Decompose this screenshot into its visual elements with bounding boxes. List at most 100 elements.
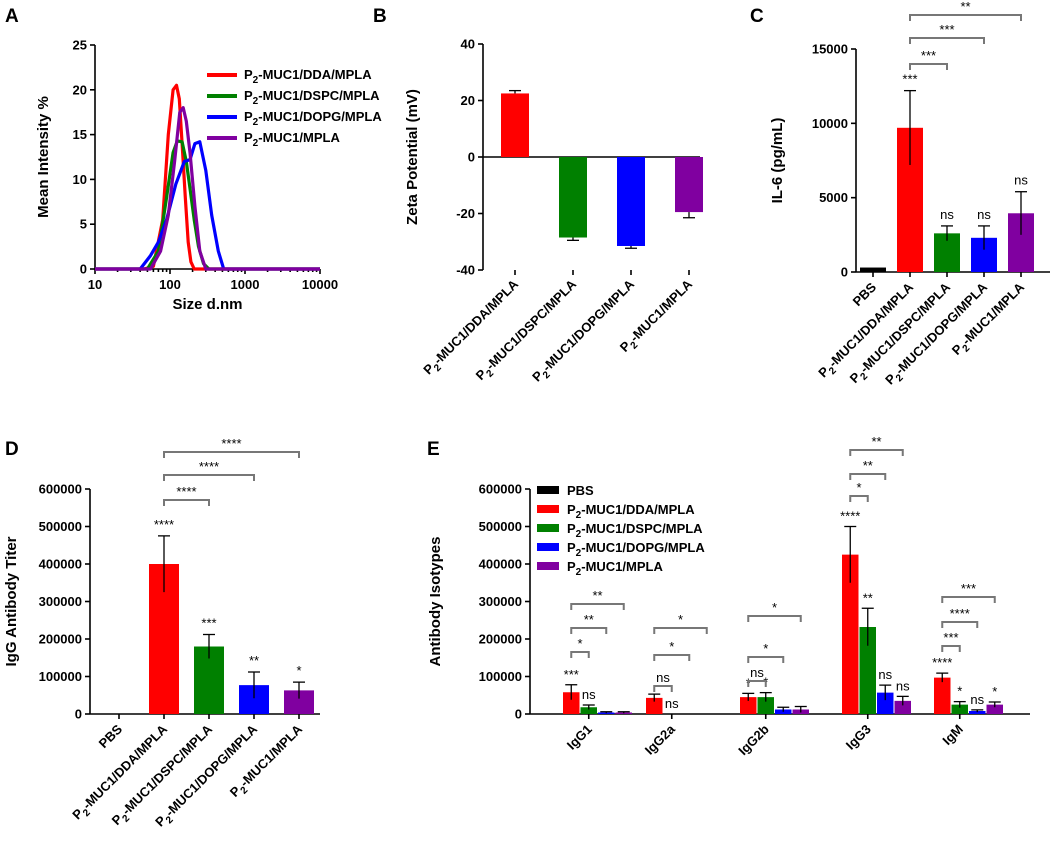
panel-d-bar: [284, 690, 314, 714]
panel-e-y-tick-label: 100000: [479, 669, 522, 684]
panel-e-legend-label: P2-MUC1/DDA/MPLA: [567, 502, 695, 521]
panel-e-significance: **: [863, 590, 873, 605]
panel-e-bracket-label: *: [856, 480, 861, 495]
panel-d: D 0 100000 200000 300000 400000 500000 600000 Ig…: [3, 436, 320, 830]
panel-e-bracket-label: ***: [943, 630, 958, 645]
panel-c-bracket: [909, 14, 1022, 21]
panel-d-bracket: [163, 499, 210, 506]
panel-a-series-line: [95, 140, 320, 271]
panel-c-significance: ns: [977, 207, 991, 222]
panel-a-y-tick-label: 15: [73, 127, 87, 142]
panel-e-significance: ns: [878, 667, 892, 682]
panel-a-y-tick-label: 0: [80, 262, 87, 277]
panel-b-bar: [559, 157, 587, 238]
panel-b-x-tick-label: P2-MUC1/DSPC/MPLA: [473, 276, 583, 386]
panel-d-y-tick-label: 600000: [39, 482, 82, 497]
panel-e-bar: [757, 697, 774, 714]
panel-e-bracket-label: **: [871, 434, 881, 449]
panel-e-significance: ns: [896, 678, 910, 693]
panel-d-bracket-label: ****: [199, 459, 219, 474]
panel-label-c: C: [750, 6, 764, 27]
panel-e-x-tick-label: IgM: [939, 722, 965, 748]
panel-a-x-tick-label: 100: [159, 277, 181, 292]
panel-b-y-tick-label: -20: [456, 206, 475, 221]
panel-e-bracket: [747, 680, 767, 687]
panel-e-bracket-label: ****: [950, 606, 970, 621]
panel-e-bracket-label: *: [678, 612, 683, 627]
panel-d-y-tick-label: 0: [75, 707, 82, 722]
panel-e-bracket-label: **: [863, 458, 873, 473]
panel-c-bracket: [909, 37, 985, 44]
panel-d-y-tick-label: 400000: [39, 557, 82, 572]
panel-e-bar: [877, 692, 894, 714]
panel-e-bracket-label: ns: [656, 670, 670, 685]
panel-e-significance: ****: [932, 655, 952, 670]
panel-a-x-tick-label: 1000: [231, 277, 260, 292]
panel-e-legend-swatch: [537, 524, 559, 532]
panel-e-bracket: [570, 651, 590, 658]
panel-e-bar: [969, 711, 986, 714]
panel-d-x-tick-label: PBS: [96, 721, 126, 751]
panel-c: C 0 5000 10000 15000 IL-6 (pg/mL) PBS *** P2-MUC…: [750, 0, 1050, 388]
panel-e-bracket-label: **: [584, 612, 594, 627]
panel-d-bracket: [163, 451, 300, 458]
panel-a-legend-label: P2-MUC1/DDA/MPLA: [244, 67, 372, 86]
panel-e-x-tick-label: IgG2a: [642, 721, 679, 758]
panel-c-y-axis-title: IL-6 (pg/mL): [769, 118, 786, 204]
panel-e-bracket: [849, 449, 904, 456]
panel-e-y-tick-label: 500000: [479, 519, 522, 534]
panel-label-b: B: [373, 6, 387, 27]
panel-e-bracket-label: *: [669, 639, 674, 654]
panel-b-x-tick-label: P2-MUC1/DOPG/MPLA: [529, 276, 640, 387]
panel-a-y-tick-label: 10: [73, 172, 87, 187]
panel-e: E 0 100000 200000 300000 400000 500000 600000 An…: [427, 434, 1030, 758]
panel-e-bar: [934, 677, 951, 714]
panel-d-significance: ***: [201, 616, 216, 631]
panel-e-bracket-label: *: [772, 600, 777, 615]
panel-e-significance: *: [957, 684, 962, 699]
panel-e-bar: [951, 704, 968, 714]
panel-e-bracket: [653, 685, 673, 692]
panel-d-bracket-label: ****: [176, 484, 196, 499]
panel-c-y-tick-label: 5000: [819, 190, 848, 205]
panel-c-y-tick-label: 0: [841, 265, 848, 280]
panel-b-y-tick-label: 20: [461, 93, 475, 108]
panel-c-bracket-label: ***: [921, 48, 936, 63]
panel-a-x-axis-title: Size d.nm: [172, 296, 242, 313]
panel-e-x-tick-label: IgG1: [564, 722, 595, 753]
panel-e-bar: [646, 697, 663, 714]
panel-a: A 0 5 10 15 20 25 10 100 1000 10000 Size d.nm Mean I…: [5, 6, 382, 313]
panel-d-bracket: [163, 474, 255, 481]
panel-a-legend-label: P2-MUC1/DSPC/MPLA: [244, 88, 380, 107]
panel-e-bracket: [747, 656, 785, 663]
panel-e-bracket: [941, 596, 996, 603]
panel-d-y-tick-label: 200000: [39, 632, 82, 647]
panel-d-y-tick-label: 300000: [39, 594, 82, 609]
panel-e-significance: ****: [840, 509, 860, 524]
panel-e-y-tick-label: 0: [515, 707, 522, 722]
panel-e-bracket: [849, 495, 869, 502]
panel-a-y-tick-label: 20: [73, 82, 87, 97]
panel-a-series-line: [95, 139, 320, 271]
panel-label-e: E: [427, 439, 440, 460]
panel-a-x-tick-label: 10: [88, 277, 102, 292]
panel-c-y-tick-label: 15000: [812, 42, 848, 57]
panel-e-bracket-label: *: [763, 641, 768, 656]
panel-e-bar: [740, 697, 757, 714]
panel-e-legend-label: P2-MUC1/MPLA: [567, 559, 663, 578]
panel-e-y-tick-label: 200000: [479, 632, 522, 647]
panel-e-bracket-label: **: [592, 588, 602, 603]
panel-e-bracket: [941, 645, 961, 652]
panel-c-bar: [860, 267, 886, 272]
panel-c-significance: ***: [902, 72, 917, 87]
panel-e-bracket: [747, 615, 802, 622]
panel-a-y-axis-title: Mean Intensity %: [35, 96, 52, 218]
panel-a-y-tick-label: 25: [73, 38, 87, 53]
panel-b-y-axis-title: Zeta Potential (mV): [404, 89, 421, 225]
panel-a-legend-label: P2-MUC1/DOPG/MPLA: [244, 109, 382, 128]
panel-d-y-tick-label: 500000: [39, 519, 82, 534]
panel-c-significance: ns: [1014, 173, 1028, 188]
panel-e-significance: ***: [564, 667, 579, 682]
panel-e-bracket: [849, 473, 887, 480]
